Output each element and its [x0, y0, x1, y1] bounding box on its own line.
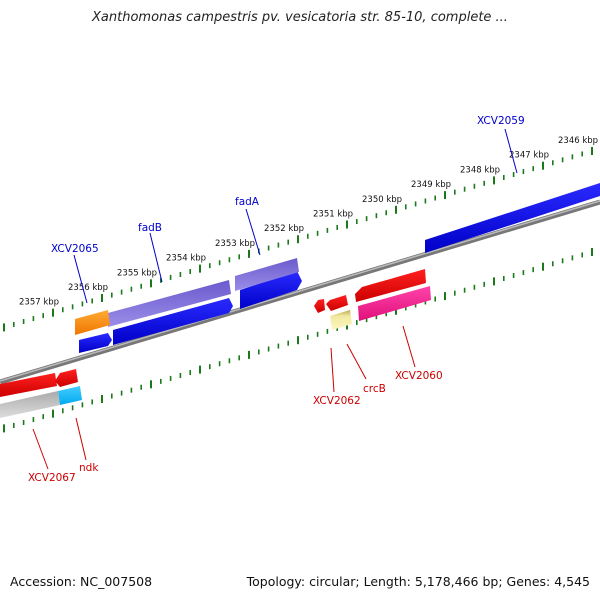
gene-label-XCV2062[interactable]: XCV2062 — [313, 395, 361, 407]
leader-XCV2059 — [504, 128, 518, 174]
tick-label-2351: 2351 kbp — [313, 210, 353, 220]
gene-fadA[interactable] — [240, 271, 302, 309]
tick-label-2347: 2347 kbp — [509, 151, 549, 161]
gene-XCV2065[interactable] — [75, 310, 110, 335]
leader-XCV2062 — [330, 347, 335, 393]
forward-genes — [75, 183, 600, 353]
leader-crcB — [346, 343, 367, 380]
reverse-tick-row — [3, 248, 593, 433]
forward-tick-row — [3, 147, 593, 332]
gene-XCV2067[interactable] — [0, 373, 57, 397]
gene-leader-lines — [32, 128, 518, 470]
tick-label-2348: 2348 kbp — [460, 165, 500, 175]
tick-label-2357: 2357 kbp — [19, 298, 59, 308]
gene-label-XCV2065[interactable]: XCV2065 — [51, 243, 99, 255]
tick-label-2352: 2352 kbp — [264, 224, 304, 234]
reverse-genes — [0, 269, 431, 418]
gene-XCV2059[interactable] — [425, 183, 600, 253]
gene-labels: XCV2059 fadA fadB XCV2065 XCV2060 crcB X… — [28, 115, 525, 484]
gene-fadB-partner[interactable] — [108, 280, 231, 327]
tick-label-2356: 2356 kbp — [68, 283, 108, 293]
tick-label-2350: 2350 kbp — [362, 195, 402, 205]
genome-backbone-highlight — [0, 200, 600, 382]
gene-label-fadB[interactable]: fadB — [138, 222, 162, 234]
gene-XCV2065-partner[interactable] — [79, 333, 112, 353]
gene-XCV2060[interactable] — [355, 269, 426, 302]
tick-label-2353: 2353 kbp — [215, 239, 255, 249]
leader-XCV2060 — [402, 325, 416, 368]
gene-label-XCV2067[interactable]: XCV2067 — [28, 472, 76, 484]
gene-crcB[interactable] — [330, 310, 352, 330]
gene-ndk[interactable] — [55, 369, 78, 387]
leader-XCV2067 — [32, 428, 49, 470]
gene-label-crcB[interactable]: crcB — [363, 383, 386, 395]
tick-label-2355: 2355 kbp — [117, 268, 157, 278]
genome-backbone — [0, 199, 600, 385]
gene-fadA-partner[interactable] — [235, 258, 299, 291]
gene-XCV2062[interactable] — [326, 295, 348, 311]
tick-label-2346: 2346 kbp — [558, 136, 598, 146]
genome-summary-text: Topology: circular; Length: 5,178,466 bp… — [246, 574, 590, 589]
map-title: Xanthomonas campestris pv. vesicatoria s… — [92, 10, 508, 25]
gene-XCV2067-partner[interactable] — [0, 391, 60, 418]
leader-fadA — [245, 208, 261, 256]
tick-label-2354: 2354 kbp — [166, 254, 206, 264]
gene-XCV2062-small[interactable] — [314, 299, 325, 313]
leader-fadB — [149, 232, 163, 283]
leader-ndk — [75, 417, 87, 461]
gene-label-XCV2060[interactable]: XCV2060 — [395, 370, 443, 382]
gene-ndk-partner[interactable] — [58, 386, 82, 405]
gene-label-XCV2059[interactable]: XCV2059 — [477, 115, 525, 127]
leader-XCV2065 — [73, 254, 88, 304]
gene-fadB[interactable] — [113, 298, 233, 345]
accession-text: Accession: NC_007508 — [10, 574, 153, 589]
gene-label-fadA[interactable]: fadA — [235, 196, 260, 208]
tick-labels: 2346 kbp 2347 kbp 2348 kbp 2349 kbp 2350 kbp… — [19, 136, 598, 308]
tick-label-2349: 2349 kbp — [411, 180, 451, 190]
gene-XCV2060-partner[interactable] — [358, 286, 431, 321]
gene-label-ndk[interactable]: ndk — [79, 462, 99, 474]
